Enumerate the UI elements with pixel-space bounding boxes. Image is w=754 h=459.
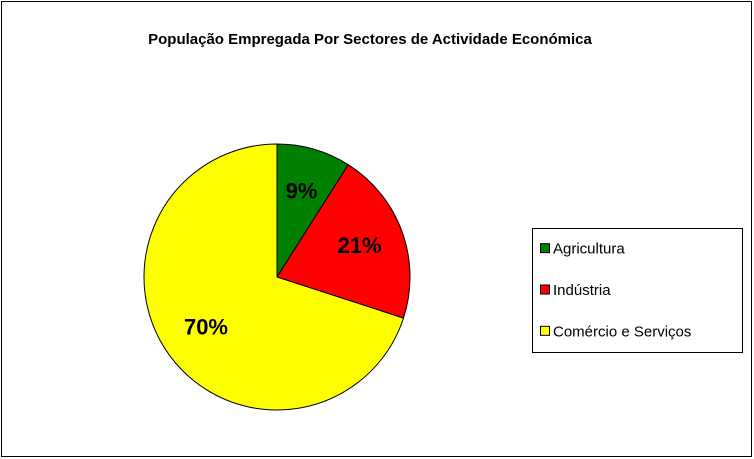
legend-swatch [540, 243, 550, 254]
pie-slice [143, 143, 405, 411]
pie-slice [276, 164, 411, 319]
data-label: 70% [184, 314, 228, 339]
data-label: 9% [286, 179, 318, 204]
chart-title: População Empregada Por Sectores de Acti… [148, 31, 592, 48]
legend-swatch [540, 325, 550, 336]
legend-label: Indústria [553, 282, 611, 299]
legend-swatch [540, 284, 550, 295]
legend-box [532, 228, 743, 353]
legend-label: Agricultura [553, 241, 625, 258]
legend-label: Comércio e Serviços [553, 323, 691, 340]
data-label: 21% [338, 233, 382, 258]
